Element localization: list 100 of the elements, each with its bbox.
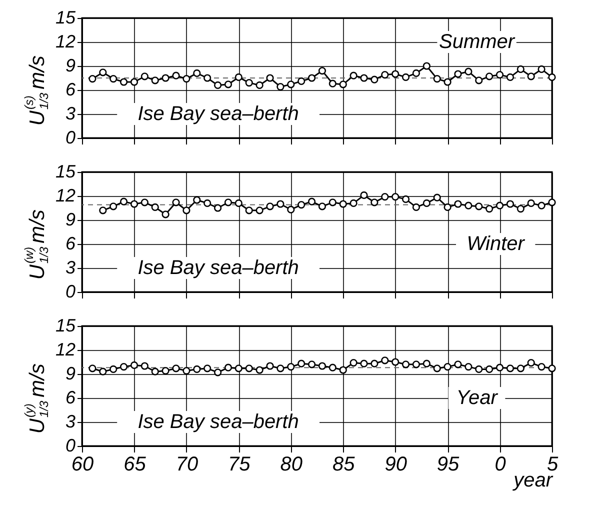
- annotation: Ise Bay sea–berth: [138, 257, 299, 279]
- point: [350, 199, 358, 208]
- y-tick-label: 3: [65, 412, 76, 432]
- y-tick-label: 9: [65, 210, 76, 230]
- point: [204, 199, 212, 208]
- x-tick-label: 65: [124, 454, 147, 476]
- point: [120, 362, 128, 371]
- point: [318, 202, 326, 210]
- point: [496, 70, 504, 79]
- point: [214, 204, 222, 212]
- point: [245, 364, 253, 372]
- point: [130, 78, 138, 86]
- point: [516, 204, 524, 213]
- point: [538, 362, 546, 371]
- y-tick-label: 3: [65, 258, 76, 278]
- point: [276, 200, 284, 208]
- point: [412, 203, 420, 212]
- point: [266, 74, 274, 82]
- point: [140, 198, 148, 206]
- point: [172, 72, 180, 80]
- y-tick-label: 6: [65, 80, 76, 100]
- y-axis-title: U1/3(s) m/s: [22, 55, 51, 126]
- point: [402, 195, 410, 204]
- y-tick-label: 0: [65, 436, 76, 456]
- point: [402, 73, 410, 82]
- point: [350, 72, 358, 80]
- point: [339, 200, 347, 208]
- point: [298, 200, 306, 209]
- point: [234, 364, 242, 372]
- point: [381, 70, 389, 79]
- point: [548, 364, 556, 372]
- point: [234, 199, 242, 208]
- point: [287, 206, 295, 214]
- point: [496, 202, 504, 210]
- point: [454, 200, 462, 208]
- point: [110, 365, 118, 374]
- point: [527, 358, 535, 367]
- point: [433, 74, 441, 83]
- point: [402, 360, 410, 368]
- point: [548, 73, 556, 82]
- point: [224, 80, 232, 88]
- point: [193, 196, 201, 204]
- point: [245, 78, 253, 87]
- point: [234, 73, 242, 82]
- point: [412, 360, 420, 368]
- point: [140, 362, 148, 370]
- point: [266, 362, 274, 370]
- point: [422, 199, 430, 208]
- point: [256, 366, 264, 374]
- annotation: Summer: [439, 31, 516, 53]
- point: [422, 62, 430, 70]
- point: [412, 69, 420, 78]
- y-axis-title: U1/3(w) m/s: [22, 209, 51, 280]
- point: [204, 74, 212, 82]
- point: [151, 76, 159, 84]
- point: [444, 78, 452, 86]
- point: [464, 68, 472, 76]
- point: [454, 70, 462, 78]
- point: [172, 198, 180, 206]
- point: [110, 202, 118, 210]
- point: [308, 360, 316, 368]
- point: [527, 72, 535, 80]
- point: [506, 73, 514, 82]
- point: [516, 65, 524, 74]
- point: [318, 362, 326, 370]
- point: [276, 364, 284, 372]
- y-tick-label: 6: [65, 388, 76, 408]
- point: [276, 82, 284, 91]
- point: [392, 192, 400, 201]
- point: [339, 366, 347, 374]
- point: [328, 80, 336, 88]
- point: [99, 68, 107, 76]
- point: [475, 76, 483, 84]
- annotation: Ise Bay sea–berth: [138, 103, 299, 125]
- point: [308, 198, 316, 206]
- y-tick-label: 12: [55, 32, 76, 52]
- point: [370, 360, 378, 368]
- point: [224, 198, 232, 206]
- point: [298, 77, 306, 86]
- point: [224, 364, 232, 372]
- y-tick-label: 9: [65, 364, 76, 384]
- point: [360, 74, 368, 82]
- point: [538, 202, 546, 210]
- point: [486, 365, 494, 374]
- y-tick-label: 15: [55, 316, 76, 336]
- x-tick-label: 95: [436, 454, 460, 476]
- point: [433, 194, 441, 202]
- annotation: Year: [456, 387, 499, 409]
- point: [370, 198, 378, 206]
- point: [266, 202, 274, 210]
- point: [140, 72, 148, 80]
- point: [162, 366, 170, 375]
- point: [360, 191, 368, 200]
- point: [204, 364, 212, 372]
- point: [506, 364, 514, 372]
- point: [516, 364, 524, 372]
- point: [392, 358, 400, 366]
- point: [182, 366, 190, 375]
- annotation: Winter: [466, 233, 526, 255]
- point: [162, 210, 170, 218]
